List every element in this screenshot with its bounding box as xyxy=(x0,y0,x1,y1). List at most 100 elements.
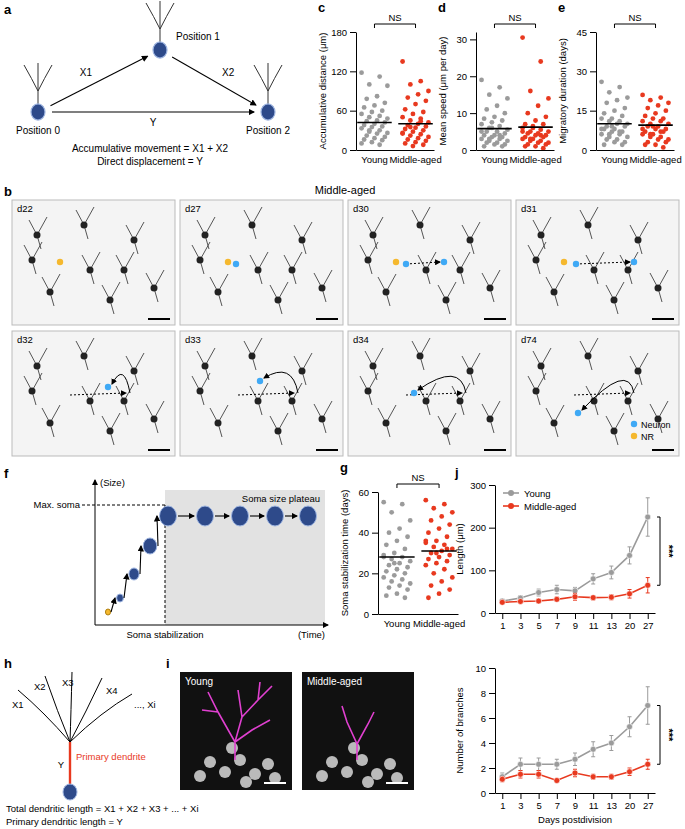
point xyxy=(502,111,507,116)
tick-mark xyxy=(350,71,356,72)
branch-label: X1 xyxy=(12,699,24,710)
point xyxy=(384,593,389,598)
arrow xyxy=(250,515,264,516)
cell xyxy=(87,267,94,274)
image-frame: d74NeuronNR xyxy=(516,331,679,456)
cell xyxy=(423,398,430,405)
tick-mark xyxy=(489,793,495,794)
tick: 120 xyxy=(331,66,356,77)
cell xyxy=(34,232,41,239)
cell xyxy=(219,766,231,778)
error-bar xyxy=(537,589,541,596)
point xyxy=(418,119,423,124)
tick-label: 20 xyxy=(456,71,467,82)
branch-label: X2 xyxy=(34,681,46,692)
cell xyxy=(487,416,494,423)
point xyxy=(397,561,402,566)
point xyxy=(640,93,645,98)
point xyxy=(500,118,505,123)
point xyxy=(538,59,543,64)
point xyxy=(405,137,410,142)
axis-title: Length (μm) xyxy=(454,523,465,574)
image xyxy=(12,200,175,325)
point xyxy=(359,141,364,146)
tick-label: 27 xyxy=(643,620,654,631)
cell-process xyxy=(294,222,312,254)
axis: 1357911132027 xyxy=(496,793,656,811)
point xyxy=(429,583,434,588)
chart: 01002003001357911132027YoungMiddle-aged*… xyxy=(454,465,675,631)
branch-label: X3 xyxy=(62,677,74,688)
point xyxy=(439,579,444,584)
diagram-a: aX1X2YPosition 0Position 1Position 2Accu… xyxy=(4,1,290,167)
tick: 0 xyxy=(481,608,495,619)
legend-label: NR xyxy=(641,432,654,442)
point xyxy=(408,82,413,87)
cell-process xyxy=(462,222,480,254)
scale-bar xyxy=(386,782,408,784)
tick-label: Middle-aged xyxy=(413,618,465,629)
cell-process xyxy=(365,348,383,380)
formula: Direct displacement = Y xyxy=(97,156,203,167)
tick: Middle-aged xyxy=(413,614,465,629)
frame-label: d74 xyxy=(521,334,537,345)
branch xyxy=(18,690,70,742)
point xyxy=(602,142,607,147)
cell-process xyxy=(580,338,598,370)
cell-process xyxy=(197,217,215,249)
label: Soma stabilization xyxy=(126,629,203,640)
point xyxy=(520,35,525,40)
tick: 13 xyxy=(607,793,618,811)
tick-mark xyxy=(593,793,594,799)
track xyxy=(264,372,298,393)
point xyxy=(395,567,400,572)
point xyxy=(612,108,617,113)
cell xyxy=(255,267,262,274)
tick: 27 xyxy=(643,613,654,631)
tick-label: 13 xyxy=(607,800,618,811)
point xyxy=(364,133,369,138)
tick-label: 10 xyxy=(475,663,486,674)
point xyxy=(431,571,436,576)
cell xyxy=(226,742,238,754)
tick-mark xyxy=(590,71,596,72)
mean-line xyxy=(357,122,391,124)
arrow xyxy=(111,598,115,612)
tick: 0 xyxy=(364,609,378,620)
point xyxy=(590,774,596,780)
branch xyxy=(70,694,132,742)
point xyxy=(523,144,528,149)
point xyxy=(389,510,394,515)
axis-title: Soma stabilization time (days) xyxy=(339,490,350,617)
point xyxy=(400,131,405,136)
legend-marker xyxy=(508,490,514,496)
cell xyxy=(107,297,114,304)
error-bar xyxy=(591,574,595,584)
tick-mark xyxy=(539,613,540,619)
cell xyxy=(319,416,326,423)
cell-process xyxy=(116,252,134,284)
cell xyxy=(370,232,377,239)
tick-mark xyxy=(350,111,356,112)
annotation: NS xyxy=(628,12,641,23)
point xyxy=(367,82,372,87)
scale-bar xyxy=(316,318,338,320)
cell-process xyxy=(192,242,210,274)
cell-process xyxy=(250,383,268,415)
track xyxy=(418,376,466,393)
error-bar xyxy=(573,753,577,766)
tick: Middle-aged xyxy=(629,150,681,165)
cell-process xyxy=(29,217,47,249)
point xyxy=(627,591,633,597)
error-bar xyxy=(646,498,650,536)
cell-process xyxy=(580,207,598,239)
chart: 0153045YoungMiddle-agedNSMigratory durat… xyxy=(557,0,682,165)
nr-marker xyxy=(57,259,63,265)
tick-mark xyxy=(372,614,378,615)
point xyxy=(653,111,658,116)
axis: YoungMiddle-aged xyxy=(357,150,442,165)
point xyxy=(622,106,627,111)
point xyxy=(615,98,620,103)
panel-label: e xyxy=(558,0,565,15)
cell xyxy=(160,506,177,526)
